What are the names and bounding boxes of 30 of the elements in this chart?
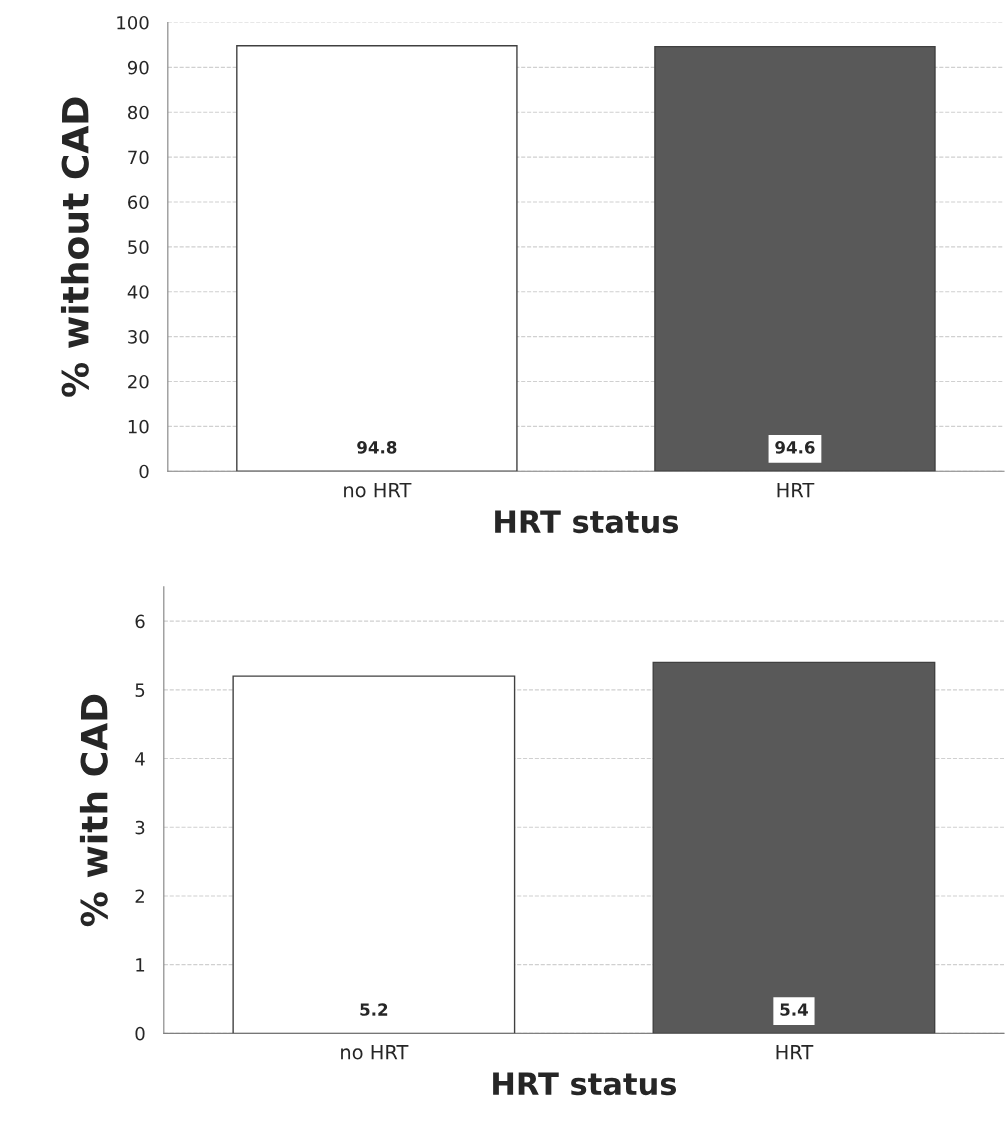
x-tick-label: HRT — [777, 482, 815, 498]
y-tick-label: 40 — [127, 285, 149, 299]
y-tick-label: 80 — [128, 105, 149, 120]
data-label: 94.6 — [775, 441, 815, 454]
y-tick-label: 60 — [128, 195, 149, 210]
y-axis-title: % with CAD — [79, 694, 108, 927]
y-tick-label: 6 — [135, 614, 145, 629]
y-tick-label: 30 — [128, 330, 149, 344]
y-tick-label: 70 — [128, 150, 149, 165]
y-tick-label: 50 — [128, 240, 149, 254]
y-tick-label: 10 — [128, 419, 149, 434]
y-tick-label: 2 — [135, 889, 144, 903]
x-axis-title: HRT status — [495, 510, 679, 534]
y-tick-label: 5 — [135, 683, 145, 697]
y-tick-label: 100 — [117, 15, 149, 30]
y-tick-label: 90 — [127, 60, 149, 75]
data-label: 94.8 — [357, 441, 397, 454]
x-tick-label: HRT — [776, 1045, 814, 1060]
x-tick-label: no HRT — [341, 1045, 409, 1060]
y-tick-label: 4 — [135, 752, 145, 766]
data-label: 5.4 — [780, 1003, 808, 1016]
x-tick-label: no HRT — [344, 482, 412, 498]
y-tick-label: 1 — [136, 958, 145, 972]
x-axis-title: HRT status — [493, 1072, 677, 1096]
y-tick-label: 0 — [139, 464, 149, 479]
data-label: 5.2 — [360, 1003, 388, 1016]
y-tick-label: 3 — [135, 820, 145, 835]
y-axis-title: % without CAD — [60, 97, 89, 397]
y-tick-label: 20 — [128, 374, 149, 389]
y-tick-label: 0 — [135, 1026, 145, 1041]
